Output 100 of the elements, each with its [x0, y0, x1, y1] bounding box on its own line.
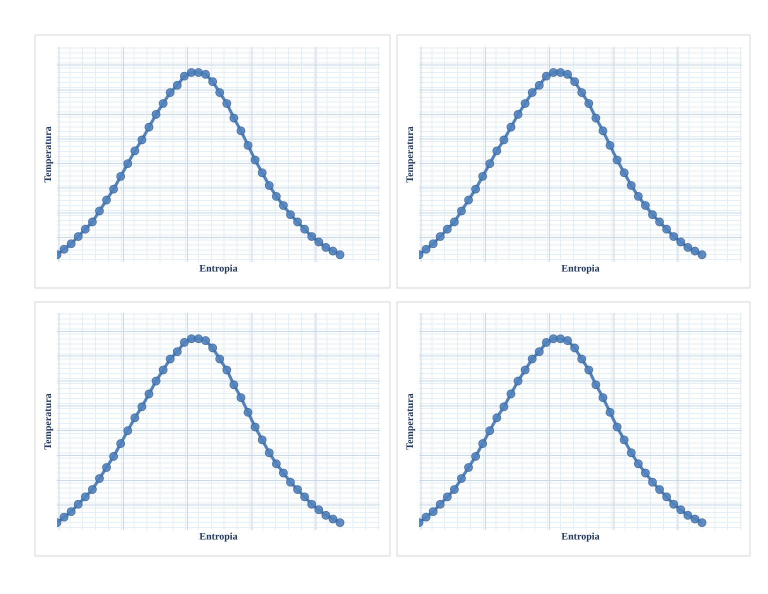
point: [264, 181, 274, 190]
point: [172, 80, 182, 90]
point: [138, 402, 146, 412]
point: [584, 99, 594, 108]
point: [520, 99, 530, 108]
point: [683, 243, 692, 252]
point: [612, 156, 622, 164]
point: [471, 452, 480, 461]
point: [264, 448, 274, 458]
point: [514, 110, 522, 119]
point: [321, 243, 330, 252]
point: [542, 72, 551, 81]
point: [450, 218, 459, 226]
point: [577, 354, 586, 364]
point: [144, 122, 154, 132]
point: [514, 376, 522, 386]
point: [74, 500, 83, 509]
point: [222, 366, 232, 374]
point: [626, 448, 636, 458]
point: [300, 224, 310, 234]
point: [655, 485, 664, 494]
point: [222, 99, 232, 108]
point: [648, 210, 657, 220]
point: [620, 168, 629, 178]
point: [123, 159, 132, 168]
point: [478, 439, 488, 448]
point: [520, 366, 530, 374]
x-axis-title: Entropia: [561, 532, 600, 542]
point: [194, 334, 203, 344]
point: [570, 344, 580, 352]
point: [549, 334, 558, 344]
point: [109, 452, 118, 461]
y-axis-title: Temperatura: [43, 393, 54, 450]
point: [457, 206, 466, 216]
point: [464, 463, 473, 472]
point: [215, 88, 224, 97]
point: [690, 514, 700, 524]
point: [534, 80, 544, 90]
point: [293, 218, 302, 226]
point: [641, 468, 650, 478]
point: [194, 68, 203, 77]
point: [236, 126, 246, 136]
point: [244, 140, 252, 150]
point: [286, 478, 295, 487]
point: [492, 146, 502, 156]
point: [662, 224, 672, 234]
point: [336, 518, 344, 528]
point: [300, 492, 310, 502]
point: [641, 201, 650, 210]
point: [563, 70, 572, 79]
point: [336, 250, 344, 260]
point: [60, 512, 68, 522]
point: [158, 366, 168, 374]
point: [116, 439, 126, 448]
point: [612, 422, 622, 432]
point: [563, 336, 572, 345]
point: [208, 77, 218, 86]
point: [130, 146, 140, 156]
point: [88, 485, 97, 494]
point: [314, 238, 324, 246]
point: [676, 505, 686, 514]
point: [436, 500, 445, 509]
point: [152, 110, 160, 119]
point: [506, 390, 516, 398]
point: [485, 159, 494, 168]
point: [598, 393, 608, 402]
point: [428, 507, 438, 516]
y-axis-title: Temperatura: [43, 126, 54, 183]
point: [258, 168, 267, 178]
point: [676, 238, 686, 246]
point: [500, 402, 508, 412]
point: [201, 70, 210, 79]
point: [669, 232, 678, 241]
point: [80, 224, 90, 234]
point: [528, 88, 537, 97]
x-axis-title: Entropia: [199, 264, 238, 274]
point: [328, 514, 338, 524]
point: [66, 507, 76, 516]
point: [471, 184, 480, 194]
point: [123, 426, 132, 436]
point: [478, 172, 488, 181]
point: [485, 426, 494, 436]
point: [158, 99, 168, 108]
point: [698, 518, 706, 528]
point: [634, 459, 643, 468]
point: [60, 244, 68, 254]
point: [500, 136, 508, 144]
point: [95, 206, 104, 216]
point: [166, 354, 175, 364]
point: [166, 88, 175, 97]
point: [187, 334, 196, 344]
point: [102, 196, 111, 204]
point: [286, 210, 295, 220]
x-axis-title: Entropia: [199, 532, 238, 542]
point: [634, 192, 643, 201]
point: [244, 408, 252, 417]
point: [556, 68, 565, 77]
point: [698, 250, 706, 260]
point: [528, 354, 537, 364]
point: [258, 435, 267, 444]
